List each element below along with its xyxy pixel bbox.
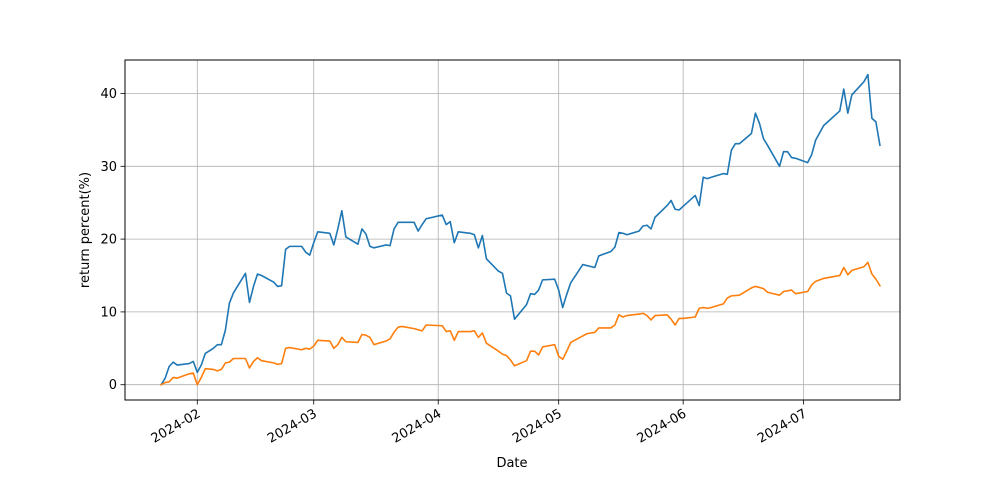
plot-frame [124,59,901,401]
x-tick-label: 2024-04 [390,406,445,446]
x-tick-label: 2024-02 [149,406,204,446]
series-line-2 [160,261,882,386]
y-axis-label: return percent(%) [78,172,93,288]
x-tick-label: 2024-06 [635,406,690,446]
axis-ticks: 2024-02 2024-03 2024-04 2024-05 2024-06 2024-… [100,87,809,447]
series-line-1 [160,73,881,386]
series-lines [160,73,882,386]
x-axis-label: Date [496,456,527,471]
grid-lines [125,60,900,400]
x-tick-label: 2024-05 [510,406,565,446]
y-tick-label: 30 [100,160,117,175]
x-tick-label: 2024-03 [265,406,320,446]
y-tick-label: 0 [109,378,117,393]
y-tick-label: 20 [100,233,117,248]
x-tick-label: 2024-07 [755,406,810,446]
y-tick-label: 10 [100,305,117,320]
y-tick-label: 40 [100,87,117,102]
